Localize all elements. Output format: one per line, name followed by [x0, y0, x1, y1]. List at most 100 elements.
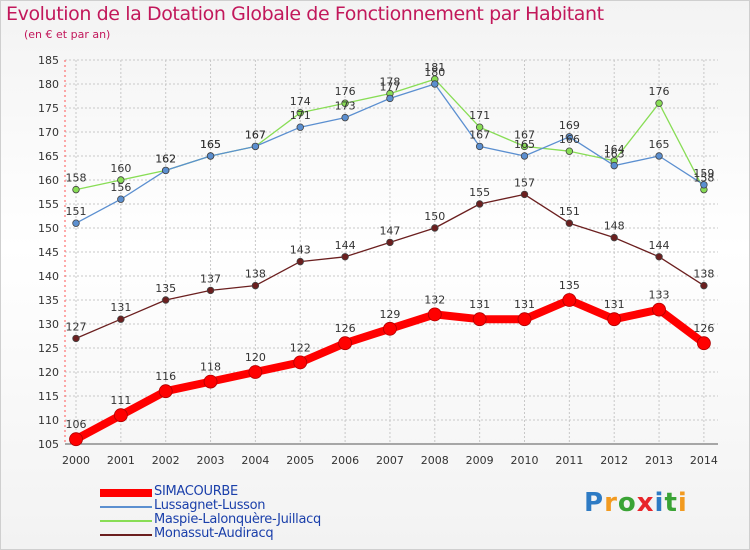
data-point [431, 80, 439, 88]
data-label: 133 [649, 289, 670, 302]
y-tick-label: 125 [38, 342, 59, 355]
data-point [338, 336, 353, 351]
x-tick-label: 2000 [62, 454, 90, 467]
x-tick-label: 2004 [241, 454, 269, 467]
logo-letter: r [604, 488, 618, 518]
data-point [72, 334, 80, 343]
data-point [472, 312, 487, 327]
data-label: 150 [424, 210, 445, 223]
data-label: 151 [66, 205, 87, 218]
data-label: 159 [693, 167, 714, 180]
data-point [251, 142, 260, 151]
data-label: 131 [469, 298, 490, 311]
data-point [248, 365, 263, 379]
data-label: 173 [335, 100, 356, 113]
data-point [203, 374, 218, 389]
data-point [293, 355, 308, 370]
data-point [69, 432, 83, 447]
data-point [206, 152, 215, 160]
data-label: 106 [66, 418, 87, 431]
legend-label: Monassut-Audiracq [154, 526, 274, 541]
data-label: 111 [110, 394, 131, 407]
y-tick-label: 120 [38, 366, 59, 379]
data-label: 167 [514, 128, 535, 141]
data-point [565, 147, 574, 155]
data-label: 162 [155, 152, 176, 165]
x-tick-label: 2006 [331, 454, 359, 467]
data-label: 138 [245, 268, 266, 281]
data-point [610, 161, 618, 170]
x-tick-label: 2001 [107, 454, 135, 467]
data-point [562, 293, 577, 307]
y-tick-label: 180 [38, 78, 59, 91]
x-tick-label: 2008 [421, 454, 449, 467]
y-tick-label: 110 [38, 414, 59, 427]
data-label: 148 [604, 220, 625, 233]
legend-label: Lussagnet-Lusson [154, 498, 266, 513]
data-point [113, 408, 128, 423]
x-tick-label: 2012 [600, 454, 628, 467]
y-tick-label: 140 [38, 270, 59, 283]
x-tick-label: 2011 [555, 454, 583, 467]
data-label: 167 [245, 128, 266, 141]
data-point [72, 185, 80, 194]
data-point [386, 94, 394, 103]
y-tick-label: 165 [38, 150, 59, 163]
data-point [117, 195, 125, 203]
legend-swatch [100, 520, 152, 522]
data-point [520, 142, 529, 151]
y-tick-label: 105 [38, 438, 59, 451]
data-label: 138 [693, 268, 714, 281]
data-point [610, 233, 618, 242]
data-label: 155 [469, 186, 490, 199]
data-point [206, 286, 215, 295]
x-tick-label: 2013 [645, 454, 673, 467]
x-tick-label: 2007 [376, 454, 404, 467]
series-layer [69, 75, 711, 447]
data-point [383, 321, 397, 336]
data-label: 162 [155, 152, 176, 165]
logo-letter: i [654, 488, 665, 518]
data-point [161, 166, 170, 175]
data-label: 118 [200, 361, 221, 374]
proxiti-logo: Proxiti [584, 488, 688, 518]
data-label: 147 [379, 224, 400, 237]
logo-letter: i [677, 488, 688, 518]
data-point [158, 384, 173, 399]
data-label: 143 [290, 244, 311, 257]
data-label: 156 [110, 181, 131, 194]
data-point [251, 281, 260, 290]
logo-letter: t [664, 488, 678, 518]
chart-subtitle: (en € et par an) [24, 28, 111, 41]
y-tick-label: 130 [38, 318, 59, 331]
data-label: 135 [559, 279, 580, 292]
data-point [700, 281, 708, 290]
data-label: 180 [424, 66, 445, 79]
data-point [655, 253, 663, 261]
legend-swatch [100, 506, 152, 508]
data-point [341, 99, 349, 107]
y-tick-label: 170 [38, 126, 59, 139]
data-label: 169 [559, 119, 580, 132]
data-point [520, 152, 529, 160]
y-tick-label: 115 [38, 390, 59, 403]
legend-label: SIMACOURBE [154, 484, 238, 499]
data-label: 131 [110, 301, 131, 314]
legend-label: Maspie-Lalonquère-Juillacq [154, 512, 321, 527]
data-label: 165 [649, 138, 670, 151]
data-point [565, 219, 574, 227]
data-label: 132 [424, 293, 445, 306]
data-label: 178 [379, 76, 400, 89]
data-label-layer: 127 131 135 137 138 143 144 147 150 155 157 151 148 1… [66, 61, 715, 431]
data-label: 167 [469, 128, 490, 141]
data-label: 165 [200, 138, 221, 151]
data-label: 165 [200, 138, 221, 151]
data-point [296, 109, 304, 117]
data-point [296, 123, 304, 131]
data-point [607, 312, 622, 327]
data-label: 176 [335, 85, 356, 98]
axes: 1051101151201251301351401451501551601651… [38, 54, 718, 467]
data-point [117, 176, 125, 184]
data-point [700, 181, 708, 189]
